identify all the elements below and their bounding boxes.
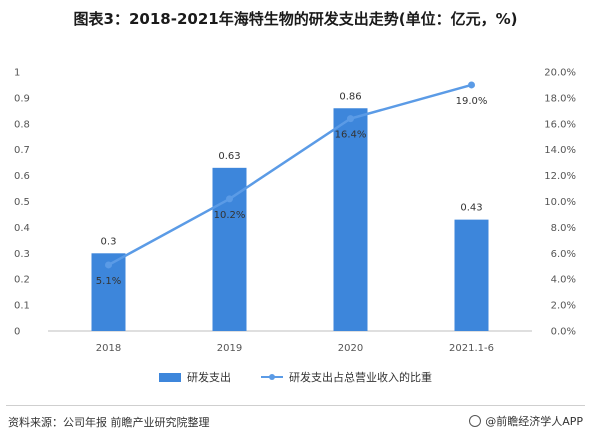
x-tick-label: 2021.1-6 (449, 343, 494, 354)
bar (212, 167, 247, 331)
brand-logo-icon (469, 415, 482, 427)
line-point (468, 81, 475, 89)
legend-item-line: 研发支出占总营业收入的比重 (261, 369, 432, 385)
bar-data-label: 0.43 (460, 203, 482, 214)
bar-data-label: 0.86 (339, 91, 361, 102)
bar-data-label: 0.3 (101, 236, 117, 247)
brand-text: @前瞻经济学人APP (485, 415, 583, 428)
legend-bar-swatch (159, 372, 181, 382)
bar (454, 219, 489, 331)
bar-series (91, 108, 489, 331)
y-left-tick-label: 0.8 (14, 119, 30, 130)
legend-bar-label: 研发支出 (187, 371, 231, 384)
y-right-tick-label: 12.0% (544, 171, 576, 182)
y-right-tick-label: 20.0% (544, 68, 576, 79)
y-right-tick-label: 4.0% (551, 275, 576, 286)
line-series (105, 81, 475, 269)
y-right-tick-label: 18.0% (544, 93, 576, 104)
bar-data-labels: 0.3 0.63 0.86 0.43 (101, 91, 483, 247)
source-note: 资料来源：公司年报 前瞻产业研究院整理 (8, 416, 210, 429)
y-left-tick-label: 0.7 (14, 145, 30, 156)
line-data-label: 5.1% (96, 276, 121, 287)
y-right-axis: 0.0% 2.0% 4.0% 6.0% 8.0% 10.0% 12.0% 14.0% 16.0%… (544, 68, 576, 338)
line-data-label: 16.4% (335, 130, 367, 141)
y-right-tick-label: 8.0% (551, 223, 576, 234)
y-left-tick-label: 0.6 (14, 171, 30, 182)
y-left-axis: 0 0.1 0.2 0.3 0.4 0.5 0.6 0.7 0.8 0.9 1 (14, 68, 30, 338)
y-left-tick-label: 0 (14, 327, 20, 338)
line-point (347, 115, 354, 123)
x-tick-label: 2018 (96, 343, 121, 354)
line-data-label: 10.2% (214, 210, 246, 221)
bar-data-label: 0.63 (218, 151, 240, 162)
y-left-tick-label: 0.1 (14, 301, 30, 312)
y-left-tick-label: 0.2 (14, 275, 30, 286)
line-data-label: 19.0% (456, 96, 488, 107)
footer-divider (6, 405, 585, 406)
y-right-tick-label: 2.0% (551, 301, 576, 312)
bar (333, 108, 368, 331)
y-right-tick-label: 0.0% (551, 327, 576, 338)
chart-title: 图表3：2018-2021年海特生物的研发支出走势(单位：亿元，%) (73, 10, 518, 28)
y-left-tick-label: 0.5 (14, 197, 30, 208)
line-point (226, 195, 233, 203)
x-tick-label: 2020 (338, 343, 363, 354)
legend-item-bar: 研发支出 (159, 369, 231, 385)
legend-line-swatch (261, 373, 283, 382)
x-axis: 2018 2019 2020 2021.1-6 (96, 343, 494, 354)
legend: 研发支出 研发支出占总营业收入的比重 (0, 369, 591, 385)
y-right-tick-label: 14.0% (544, 145, 576, 156)
series-line (107, 83, 472, 267)
y-left-tick-label: 0.4 (14, 223, 30, 234)
y-right-tick-label: 10.0% (544, 197, 576, 208)
combo-chart: 0 0.1 0.2 0.3 0.4 0.5 0.6 0.7 0.8 0.9 1 0.0% 2.0% 4.… (14, 68, 576, 355)
x-tick-label: 2019 (217, 343, 242, 354)
y-right-tick-label: 6.0% (551, 249, 576, 260)
y-left-tick-label: 0.9 (14, 93, 30, 104)
line-point (105, 261, 112, 269)
y-left-tick-label: 0.3 (14, 249, 30, 260)
line-data-labels: 5.1% 10.2% 16.4% 19.0% (96, 96, 488, 287)
y-right-tick-label: 16.0% (544, 119, 576, 130)
brand-credit: @前瞻经济学人APP (469, 413, 583, 429)
y-left-tick-label: 1 (14, 68, 20, 79)
legend-line-label: 研发支出占总营业收入的比重 (289, 371, 432, 384)
